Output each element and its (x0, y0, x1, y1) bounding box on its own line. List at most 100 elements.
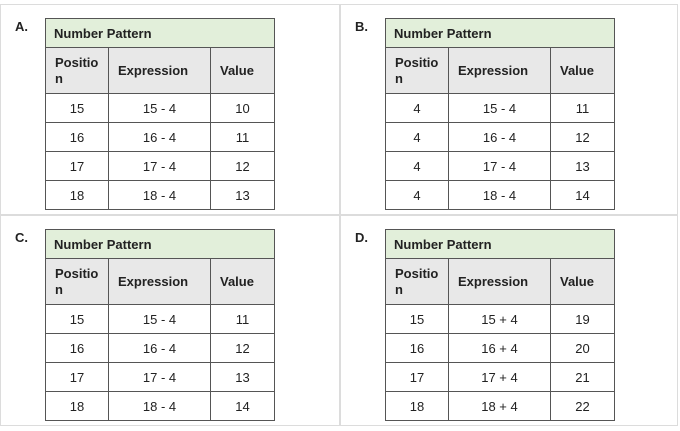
table-cell: 4 (385, 151, 449, 181)
data-row: 16 16 - 4 12 (45, 333, 275, 363)
number-pattern-table: Number Pattern Position Expression Value 15 1… (45, 18, 275, 210)
header-row: Position Expression Value (45, 258, 275, 305)
data-row: 4 18 - 4 14 (385, 180, 615, 210)
title-row: Number Pattern (45, 18, 275, 48)
data-row: 16 16 + 4 20 (385, 333, 615, 363)
table-cell: 16 (385, 333, 449, 363)
table-cell: 18 (385, 391, 449, 421)
title-row: Number Pattern (385, 229, 615, 259)
data-row: 15 15 - 4 11 (45, 304, 275, 334)
table-cell: 11 (210, 304, 275, 334)
table-cell: 11 (210, 122, 275, 152)
column-header: Expression (448, 47, 551, 94)
table-cell: 17 (45, 151, 109, 181)
table-cell: 4 (385, 93, 449, 123)
table-cell: 15 - 4 (108, 93, 211, 123)
table-title: Number Pattern (385, 18, 615, 48)
table-cell: 13 (210, 180, 275, 210)
table-cell: 16 - 4 (448, 122, 551, 152)
option-label: D. (355, 230, 368, 245)
table-cell: 20 (550, 333, 615, 363)
column-header: Position (45, 47, 109, 94)
column-header: Position (385, 47, 449, 94)
number-pattern-table: Number Pattern Position Expression Value 15 1… (45, 229, 275, 421)
table-cell: 16 (45, 122, 109, 152)
table-cell: 17 - 4 (448, 151, 551, 181)
table-title: Number Pattern (45, 229, 275, 259)
table-cell: 15 (45, 93, 109, 123)
table-cell: 17 (45, 362, 109, 392)
column-header: Value (550, 258, 615, 305)
table-cell: 15 - 4 (108, 304, 211, 334)
column-header: Value (550, 47, 615, 94)
table-title: Number Pattern (45, 18, 275, 48)
table-cell: 14 (210, 391, 275, 421)
table-title: Number Pattern (385, 229, 615, 259)
table-cell: 16 + 4 (448, 333, 551, 363)
column-header: Expression (448, 258, 551, 305)
table-cell: 10 (210, 93, 275, 123)
option-label: A. (15, 19, 28, 34)
option-cell: B. Number Pattern Position Expression Value 4… (340, 4, 678, 215)
data-row: 18 18 + 4 22 (385, 391, 615, 421)
table-cell: 4 (385, 122, 449, 152)
table-cell: 16 - 4 (108, 333, 211, 363)
table-cell: 4 (385, 180, 449, 210)
option-cell: D. Number Pattern Position Expression Value 1… (340, 215, 678, 426)
option-label: B. (355, 19, 368, 34)
table-cell: 13 (210, 362, 275, 392)
option-cell: A. Number Pattern Position Expression Value 1… (0, 4, 340, 215)
number-pattern-table: Number Pattern Position Expression Value 15 1… (385, 229, 615, 421)
option-label: C. (15, 230, 28, 245)
column-header: Value (210, 47, 275, 94)
data-row: 4 17 - 4 13 (385, 151, 615, 181)
table-cell: 13 (550, 151, 615, 181)
column-header: Position (45, 258, 109, 305)
table-cell: 14 (550, 180, 615, 210)
title-row: Number Pattern (45, 229, 275, 259)
title-row: Number Pattern (385, 18, 615, 48)
table-cell: 18 (45, 180, 109, 210)
table-cell: 12 (210, 151, 275, 181)
header-row: Position Expression Value (385, 47, 615, 94)
table-cell: 21 (550, 362, 615, 392)
table-cell: 11 (550, 93, 615, 123)
option-cell: C. Number Pattern Position Expression Value 1… (0, 215, 340, 426)
table-cell: 15 + 4 (448, 304, 551, 334)
table-cell: 15 (45, 304, 109, 334)
table-cell: 18 - 4 (108, 391, 211, 421)
data-row: 15 15 + 4 19 (385, 304, 615, 334)
table-cell: 22 (550, 391, 615, 421)
data-row: 18 18 - 4 13 (45, 180, 275, 210)
data-row: 18 18 - 4 14 (45, 391, 275, 421)
column-header: Position (385, 258, 449, 305)
table-cell: 12 (550, 122, 615, 152)
table-cell: 19 (550, 304, 615, 334)
table-cell: 15 - 4 (448, 93, 551, 123)
data-row: 17 17 + 4 21 (385, 362, 615, 392)
table-cell: 15 (385, 304, 449, 334)
table-cell: 16 (45, 333, 109, 363)
data-row: 16 16 - 4 11 (45, 122, 275, 152)
table-cell: 18 - 4 (448, 180, 551, 210)
number-pattern-table: Number Pattern Position Expression Value 4 15… (385, 18, 615, 210)
table-cell: 18 + 4 (448, 391, 551, 421)
header-row: Position Expression Value (385, 258, 615, 305)
table-cell: 17 (385, 362, 449, 392)
table-cell: 18 - 4 (108, 180, 211, 210)
table-cell: 17 + 4 (448, 362, 551, 392)
data-row: 4 16 - 4 12 (385, 122, 615, 152)
table-cell: 12 (210, 333, 275, 363)
table-cell: 16 - 4 (108, 122, 211, 152)
table-cell: 18 (45, 391, 109, 421)
table-cell: 17 - 4 (108, 362, 211, 392)
data-row: 17 17 - 4 12 (45, 151, 275, 181)
data-row: 4 15 - 4 11 (385, 93, 615, 123)
data-row: 15 15 - 4 10 (45, 93, 275, 123)
header-row: Position Expression Value (45, 47, 275, 94)
column-header: Expression (108, 47, 211, 94)
column-header: Expression (108, 258, 211, 305)
table-cell: 17 - 4 (108, 151, 211, 181)
data-row: 17 17 - 4 13 (45, 362, 275, 392)
